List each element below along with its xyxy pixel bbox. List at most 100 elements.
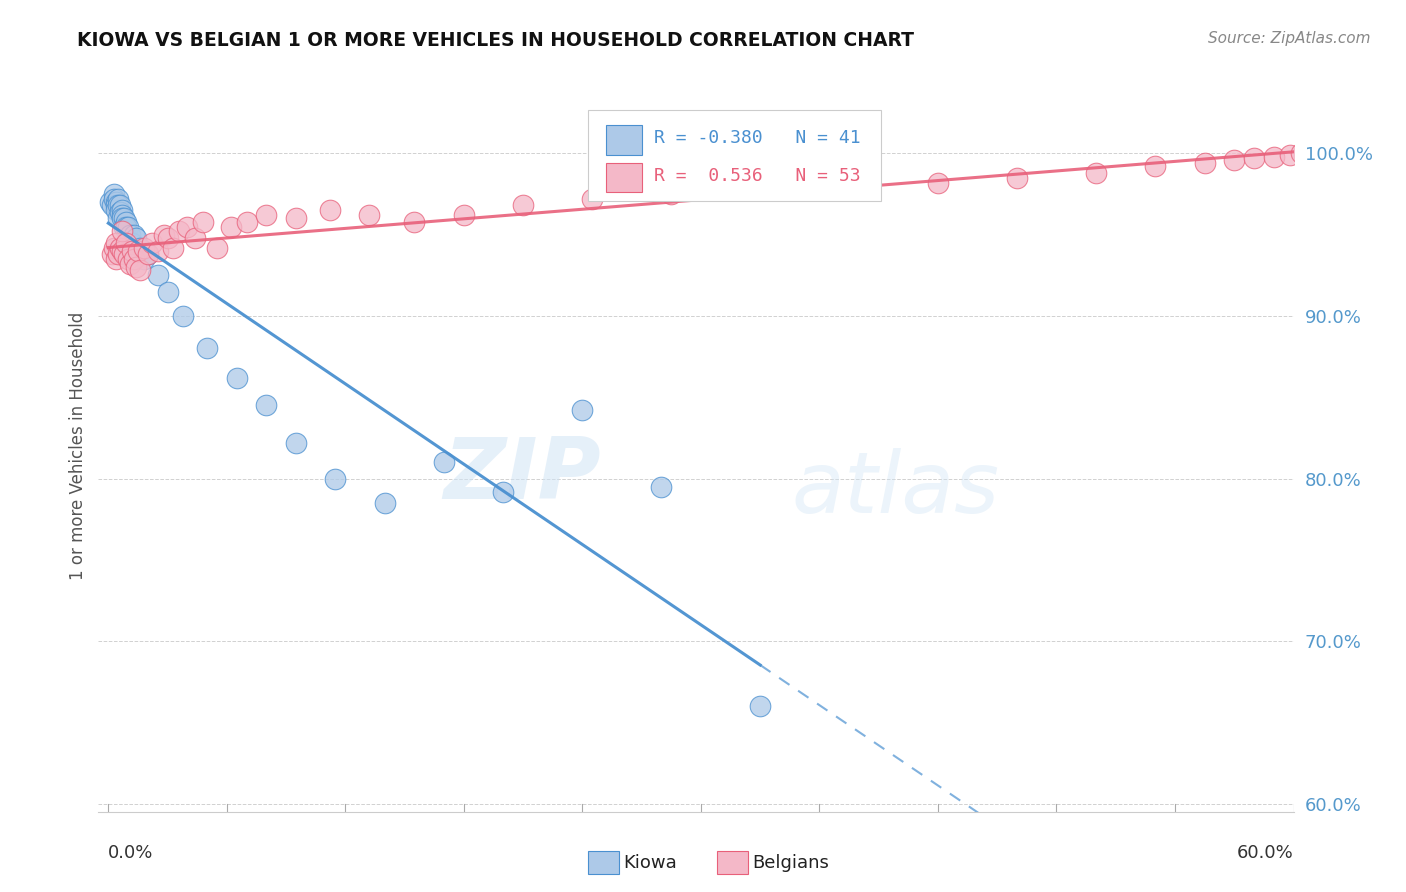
Point [105,252,128,266]
Point [1005,170,1028,185]
Point [1194,156,1216,170]
Point [121,235,143,250]
Point [111,224,134,238]
Point [105,203,128,218]
Point [374,496,396,510]
Point [112,211,135,226]
Point [191,215,214,229]
Point [1243,151,1265,165]
Point [318,203,340,218]
Point [254,398,277,412]
Point [107,247,129,261]
Point [453,208,475,222]
Point [156,285,179,299]
Point [838,176,860,190]
Point [107,211,129,226]
Point [117,252,139,266]
Point [105,198,128,212]
Point [225,370,247,384]
Point [118,257,141,271]
Point [107,192,129,206]
Point [105,195,128,210]
Text: 60.0%: 60.0% [1237,844,1294,863]
Point [146,268,169,283]
Point [108,205,131,219]
Point [650,480,672,494]
Y-axis label: 1 or more Vehicles in Household: 1 or more Vehicles in Household [69,312,87,580]
Point [1278,148,1301,162]
Point [132,241,155,255]
Point [112,247,135,261]
Point [108,241,131,255]
Point [111,244,134,258]
Point [205,241,228,255]
Point [184,231,207,245]
Point [169,224,191,238]
Point [284,211,307,226]
Point [129,241,152,255]
Point [98,195,121,210]
Point [103,192,125,206]
Point [325,471,347,485]
Point [1144,160,1167,174]
Text: atlas: atlas [792,449,1000,532]
Point [433,455,456,469]
Point [103,241,125,255]
Point [749,182,772,196]
Point [125,260,148,275]
Text: R =  0.536   N = 53: R = 0.536 N = 53 [654,168,860,186]
Point [111,203,134,218]
Point [127,244,149,258]
Point [121,244,143,258]
Point [111,211,134,226]
Point [195,342,218,356]
Text: KIOWA VS BELGIAN 1 OR MORE VEHICLES IN HOUSEHOLD CORRELATION CHART: KIOWA VS BELGIAN 1 OR MORE VEHICLES IN H… [77,31,914,50]
Point [235,215,257,229]
Point [659,187,682,202]
Bar [606,125,643,154]
Text: Source: ZipAtlas.com: Source: ZipAtlas.com [1208,31,1371,46]
Point [146,244,169,258]
Point [107,198,129,212]
Point [111,208,134,222]
Point [254,208,277,222]
Point [357,208,380,222]
Point [1223,153,1246,167]
Text: ZIP: ZIP [443,434,600,516]
Point [284,435,307,450]
Point [105,235,128,250]
Point [101,247,124,261]
Point [112,219,135,234]
Point [404,215,426,229]
Bar [606,163,643,193]
Point [1263,150,1285,164]
Point [219,219,242,234]
Point [103,187,125,202]
Point [749,699,772,714]
Point [101,198,124,212]
Point [162,241,184,255]
Point [122,227,145,242]
Point [1291,146,1313,161]
Point [512,198,534,212]
Point [115,235,138,250]
Point [172,309,194,323]
Point [125,231,148,245]
Point [581,192,603,206]
Text: 0.0%: 0.0% [108,844,153,863]
Point [108,198,131,212]
Point [122,252,145,266]
Point [1302,145,1324,159]
Point [176,219,198,234]
Point [156,231,179,245]
Text: R = -0.380   N = 41: R = -0.380 N = 41 [654,129,860,147]
Point [141,235,163,250]
Point [117,219,139,234]
FancyBboxPatch shape [589,110,882,201]
Point [132,252,155,266]
Point [136,247,159,261]
Point [1085,166,1108,180]
Point [129,263,152,277]
Point [115,219,138,234]
Point [152,227,174,242]
